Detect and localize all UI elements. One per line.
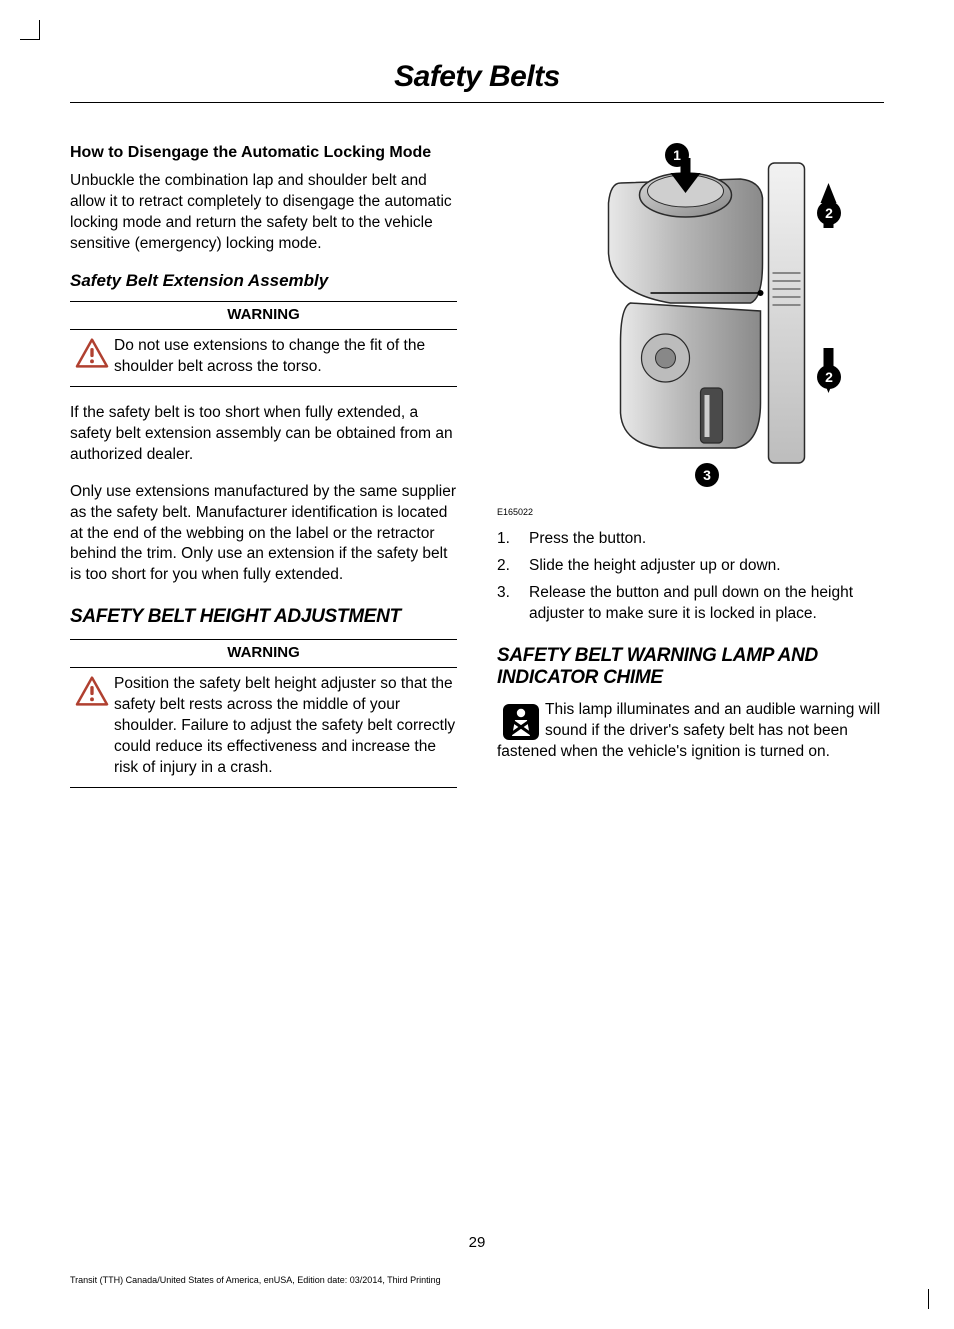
section-heading-height-adjust: SAFETY BELT HEIGHT ADJUSTMENT — [70, 606, 457, 629]
callout-bubble-3: 3 — [695, 463, 719, 487]
warning-label: WARNING — [70, 302, 457, 330]
warning-icon — [70, 336, 114, 368]
step-item: Release the button and pull down on the … — [497, 583, 884, 625]
section-heading-warning-lamp: SAFETY BELT WARNING LAMP AND INDICATOR C… — [497, 645, 884, 691]
left-column: How to Disengage the Automatic Locking M… — [70, 143, 457, 804]
warning-text: Do not use extensions to change the fit … — [114, 336, 457, 378]
lamp-text-head: This lamp illuminates and an audible war… — [545, 700, 884, 742]
crop-mark — [20, 20, 40, 40]
paragraph: Only use extensions manufactured by the … — [70, 482, 457, 587]
callout-bubble-2b: 2 — [817, 365, 841, 389]
lamp-text-tail: fastened when the vehicle's ignition is … — [497, 742, 884, 763]
warning-icon — [70, 674, 114, 706]
step-item: Slide the height adjuster up or down. — [497, 556, 884, 577]
callout-bubble-1: 1 — [665, 143, 689, 167]
paragraph: If the safety belt is too short when ful… — [70, 403, 457, 466]
callout-bubble-2a: 2 — [817, 201, 841, 225]
step-item: Press the button. — [497, 529, 884, 550]
crop-mark — [928, 1289, 934, 1309]
page-number: 29 — [0, 1234, 954, 1251]
footer-edition: Transit (TTH) Canada/United States of Am… — [70, 1275, 441, 1285]
figure-id: E165022 — [497, 507, 884, 517]
height-adjuster-figure: 1 2 2 3 — [497, 143, 884, 503]
lamp-paragraph: This lamp illuminates and an audible war… — [497, 700, 884, 742]
warning-body: Do not use extensions to change the fit … — [70, 330, 457, 386]
page-title: Safety Belts — [70, 60, 884, 103]
subheading-extension: Safety Belt Extension Assembly — [70, 271, 457, 291]
warning-box: WARNING Do not use extensions to change … — [70, 301, 457, 387]
warning-text: Position the safety belt height adjuster… — [114, 674, 457, 779]
warning-box: WARNING Position the safety belt height … — [70, 639, 457, 788]
numbered-steps: Press the button. Slide the height adjus… — [497, 529, 884, 625]
two-column-layout: How to Disengage the Automatic Locking M… — [70, 143, 884, 804]
warning-label: WARNING — [70, 640, 457, 668]
right-column: 1 2 2 3 E165022 Press the button. Slide … — [497, 143, 884, 804]
warning-body: Position the safety belt height adjuster… — [70, 668, 457, 787]
paragraph: Unbuckle the combination lap and shoulde… — [70, 171, 457, 255]
subheading-disengage: How to Disengage the Automatic Locking M… — [70, 143, 457, 163]
seatbelt-lamp-icon — [497, 700, 545, 742]
